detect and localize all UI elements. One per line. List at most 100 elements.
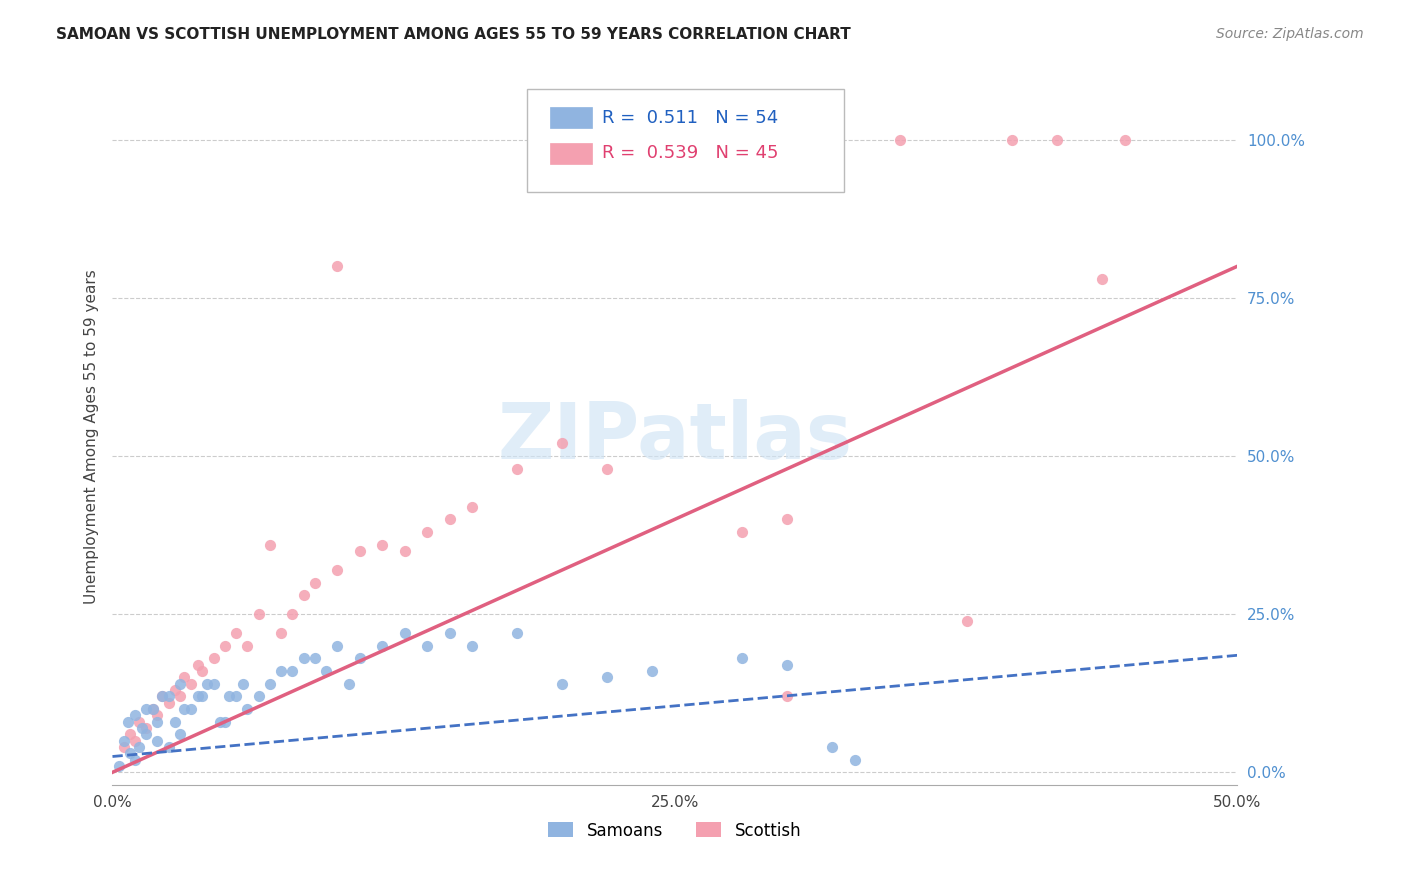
Point xyxy=(416,639,439,653)
Point xyxy=(142,702,165,716)
Point xyxy=(844,753,866,767)
Point xyxy=(270,664,292,678)
Point xyxy=(214,714,236,729)
Point xyxy=(135,702,157,716)
Point xyxy=(232,677,254,691)
Point xyxy=(326,260,349,274)
Point xyxy=(173,702,195,716)
Point xyxy=(128,714,150,729)
Point xyxy=(326,639,349,653)
Point xyxy=(225,626,247,640)
Point xyxy=(731,651,754,665)
Point xyxy=(191,664,214,678)
Point xyxy=(371,639,394,653)
Point xyxy=(135,721,157,735)
Y-axis label: Unemployment Among Ages 55 to 59 years: Unemployment Among Ages 55 to 59 years xyxy=(83,269,98,605)
Point xyxy=(117,714,139,729)
Point xyxy=(142,702,165,716)
Text: R =  0.511   N = 54: R = 0.511 N = 54 xyxy=(602,109,778,127)
Point xyxy=(776,657,799,672)
Point xyxy=(157,696,180,710)
Point xyxy=(128,739,150,754)
Point xyxy=(150,690,173,704)
Point xyxy=(247,690,270,704)
Point xyxy=(187,690,209,704)
Point xyxy=(1001,133,1024,147)
Point xyxy=(202,677,225,691)
Point xyxy=(439,512,461,526)
Point xyxy=(270,626,292,640)
Point xyxy=(1091,272,1114,286)
Point xyxy=(731,524,754,539)
Point xyxy=(169,690,191,704)
Point xyxy=(165,683,187,698)
Point xyxy=(124,733,146,747)
Point xyxy=(326,563,349,577)
Point xyxy=(120,747,142,761)
Point xyxy=(394,626,416,640)
Point xyxy=(236,702,259,716)
Point xyxy=(146,708,169,723)
Text: Source: ZipAtlas.com: Source: ZipAtlas.com xyxy=(1216,27,1364,41)
Text: ZIPatlas: ZIPatlas xyxy=(498,399,852,475)
Point xyxy=(641,664,664,678)
Legend: Samoans, Scottish: Samoans, Scottish xyxy=(541,815,808,847)
Point xyxy=(349,544,371,558)
Point xyxy=(112,739,135,754)
Point xyxy=(292,588,315,602)
Point xyxy=(247,607,270,622)
Point xyxy=(173,670,195,684)
Point xyxy=(180,677,202,691)
Point xyxy=(169,727,191,741)
Point xyxy=(821,739,844,754)
Point xyxy=(225,690,247,704)
Point xyxy=(551,677,574,691)
Point xyxy=(776,690,799,704)
Point xyxy=(214,639,236,653)
Point xyxy=(195,677,218,691)
Point xyxy=(131,721,153,735)
Point xyxy=(889,133,911,147)
Point xyxy=(956,614,979,628)
Text: SAMOAN VS SCOTTISH UNEMPLOYMENT AMONG AGES 55 TO 59 YEARS CORRELATION CHART: SAMOAN VS SCOTTISH UNEMPLOYMENT AMONG AG… xyxy=(56,27,851,42)
Point xyxy=(461,639,484,653)
Point xyxy=(304,575,326,590)
Point xyxy=(209,714,232,729)
Point xyxy=(596,670,619,684)
Point xyxy=(281,607,304,622)
Point xyxy=(281,664,304,678)
Point xyxy=(551,436,574,450)
Point xyxy=(337,677,360,691)
Point xyxy=(135,727,157,741)
Point xyxy=(157,690,180,704)
Point xyxy=(124,753,146,767)
Point xyxy=(315,664,337,678)
Point xyxy=(165,714,187,729)
Point xyxy=(180,702,202,716)
Point xyxy=(259,677,281,691)
Point xyxy=(187,657,209,672)
Point xyxy=(1114,133,1136,147)
Point xyxy=(439,626,461,640)
Point xyxy=(124,708,146,723)
Point xyxy=(292,651,315,665)
Point xyxy=(108,759,131,773)
Point xyxy=(112,733,135,747)
Point xyxy=(169,677,191,691)
Point xyxy=(1046,133,1069,147)
Point xyxy=(218,690,240,704)
Text: R =  0.539   N = 45: R = 0.539 N = 45 xyxy=(602,145,779,162)
Point xyxy=(157,739,180,754)
Point xyxy=(506,626,529,640)
Point xyxy=(259,538,281,552)
Point xyxy=(394,544,416,558)
Point xyxy=(461,500,484,514)
Point xyxy=(304,651,326,665)
Point xyxy=(416,524,439,539)
Point xyxy=(776,512,799,526)
Point xyxy=(506,461,529,475)
Point xyxy=(120,727,142,741)
Point xyxy=(236,639,259,653)
Point xyxy=(146,733,169,747)
Point xyxy=(150,690,173,704)
